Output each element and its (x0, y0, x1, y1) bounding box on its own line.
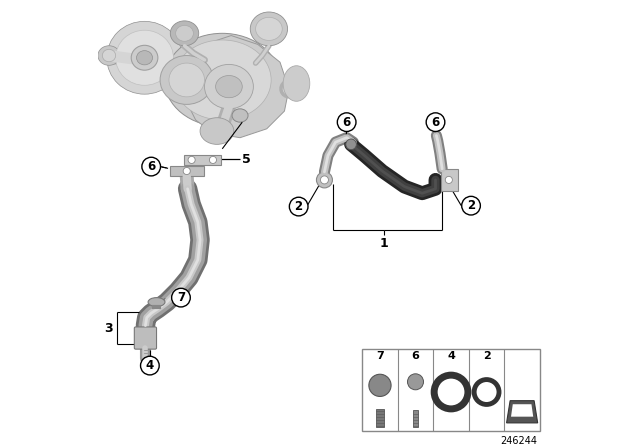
Ellipse shape (102, 49, 116, 62)
Circle shape (316, 172, 332, 188)
Circle shape (183, 168, 190, 175)
Ellipse shape (131, 45, 158, 70)
Circle shape (441, 382, 461, 402)
Circle shape (346, 139, 356, 150)
Text: 6: 6 (342, 116, 351, 129)
Ellipse shape (148, 297, 165, 306)
Circle shape (408, 374, 424, 390)
Ellipse shape (232, 109, 248, 122)
Text: 3: 3 (104, 322, 113, 335)
Text: 7: 7 (376, 351, 384, 361)
Polygon shape (184, 155, 221, 165)
Ellipse shape (170, 21, 199, 46)
Polygon shape (170, 166, 204, 177)
Circle shape (321, 176, 328, 184)
Circle shape (172, 289, 190, 307)
Text: 6: 6 (412, 351, 419, 361)
Ellipse shape (136, 51, 152, 65)
Ellipse shape (107, 22, 182, 94)
Polygon shape (507, 401, 538, 423)
Text: 6: 6 (147, 160, 156, 173)
Circle shape (209, 156, 216, 164)
Text: 2: 2 (467, 199, 475, 212)
Ellipse shape (216, 76, 243, 98)
Circle shape (188, 156, 195, 164)
Circle shape (142, 157, 161, 176)
Text: 1: 1 (380, 237, 388, 250)
FancyBboxPatch shape (362, 349, 540, 431)
Ellipse shape (205, 65, 253, 109)
FancyBboxPatch shape (376, 409, 384, 427)
Circle shape (141, 356, 159, 375)
Circle shape (461, 196, 481, 215)
Ellipse shape (255, 17, 282, 40)
Polygon shape (182, 35, 289, 138)
Text: 5: 5 (243, 152, 251, 165)
Ellipse shape (98, 46, 120, 65)
Ellipse shape (175, 26, 193, 41)
Text: 4: 4 (146, 359, 154, 372)
Text: 7: 7 (177, 291, 185, 304)
Ellipse shape (173, 40, 271, 120)
Ellipse shape (283, 66, 310, 101)
Circle shape (369, 374, 391, 396)
Ellipse shape (169, 63, 205, 97)
Text: 2: 2 (483, 351, 490, 361)
Ellipse shape (200, 118, 234, 144)
Circle shape (445, 177, 452, 184)
Polygon shape (441, 169, 458, 191)
Text: 6: 6 (431, 116, 440, 129)
Circle shape (337, 113, 356, 131)
Ellipse shape (160, 56, 213, 104)
FancyBboxPatch shape (413, 410, 418, 427)
Ellipse shape (164, 33, 280, 127)
Ellipse shape (250, 12, 287, 46)
Circle shape (289, 197, 308, 216)
Text: 4: 4 (447, 351, 455, 361)
FancyBboxPatch shape (134, 327, 157, 349)
Circle shape (479, 385, 493, 399)
Circle shape (426, 113, 445, 131)
Text: 2: 2 (294, 200, 303, 213)
Ellipse shape (116, 30, 173, 85)
Polygon shape (511, 404, 533, 417)
Text: 246244: 246244 (500, 436, 538, 446)
